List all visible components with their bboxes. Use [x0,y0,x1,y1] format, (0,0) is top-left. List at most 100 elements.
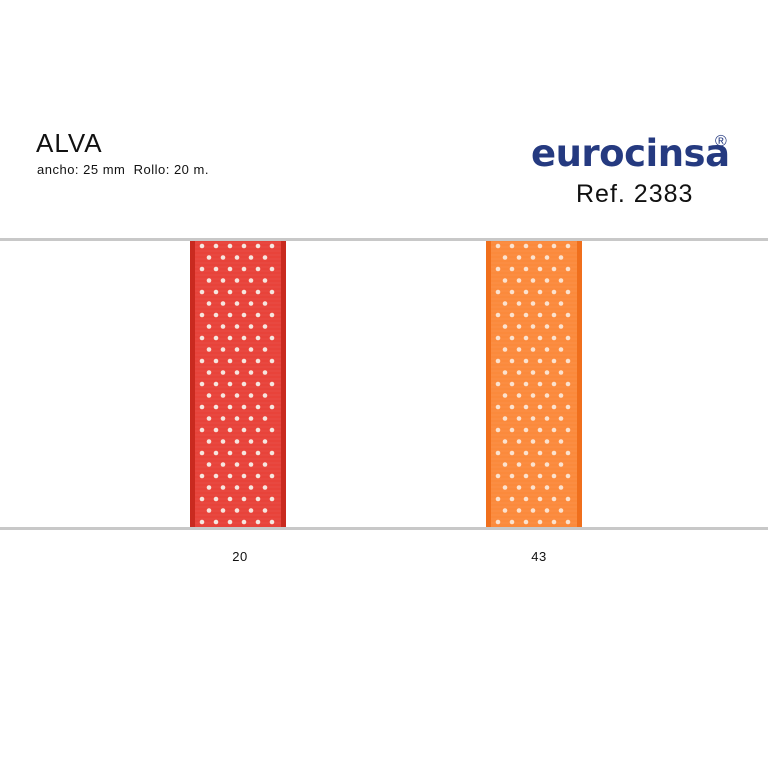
polka-dot [551,243,557,249]
polka-dot [227,404,233,410]
polka-dot [262,485,268,490]
polka-dot [213,358,219,364]
polka-dot [241,519,247,525]
polka-dot [523,519,529,525]
polka-dot [551,404,557,410]
polka-dot [502,301,508,306]
polka-dot [530,301,536,306]
polka-dot [558,508,564,513]
polka-dot [558,370,564,375]
brand-logo: eurocinsa [531,132,730,175]
polka-dot [206,278,212,283]
polka-dot [227,519,233,525]
polka-dot [537,450,543,456]
polka-dot [206,393,212,398]
polka-dot [509,496,515,502]
polka-dot [248,393,254,398]
polka-dot [516,324,522,329]
polka-dot [248,416,254,421]
polka-dot [544,462,550,467]
polka-dot [516,255,522,260]
polka-dot [199,266,205,272]
polka-dot [255,496,261,502]
polka-dot [516,278,522,283]
polka-dot [262,347,268,352]
polka-dot [551,381,557,387]
polka-dot [220,255,226,260]
polka-dot [241,427,247,433]
polka-dot [565,266,571,272]
polka-dot [523,358,529,364]
polka-dot [220,393,226,398]
polka-dot [537,335,543,341]
polka-dot [269,450,275,456]
polka-dot [234,462,240,467]
polka-dot [495,519,501,525]
polka-dot [241,289,247,295]
polka-dot [199,312,205,318]
polka-dot [206,255,212,260]
polka-dot [495,358,501,364]
polka-dot [558,439,564,444]
polka-dot [558,462,564,467]
polka-dot [544,370,550,375]
polka-dot [495,473,501,479]
polka-dot [269,358,275,364]
polka-dot [530,416,536,421]
polka-dot [544,324,550,329]
polka-dot [199,289,205,295]
polka-dot [537,473,543,479]
polka-dot [248,485,254,490]
polka-dot [255,289,261,295]
polka-dot [516,393,522,398]
polka-dot [565,427,571,433]
polka-dot [558,393,564,398]
swatch-code-label: 20 [232,549,248,564]
polka-dot [213,335,219,341]
polka-dot [199,358,205,364]
polka-dot [502,508,508,513]
polka-dot [220,462,226,467]
polka-dot [509,473,515,479]
polka-dot [537,427,543,433]
polka-dot [551,427,557,433]
polka-dot [241,243,247,249]
polka-dot [269,496,275,502]
polka-dot [241,404,247,410]
polka-dot [206,508,212,513]
polka-dot [234,416,240,421]
polka-dot [199,450,205,456]
polka-dot [220,301,226,306]
polka-dot [234,255,240,260]
polka-dot [509,266,515,272]
polka-dot [262,370,268,375]
polka-dot [558,347,564,352]
polka-dot [565,404,571,410]
polka-dot [502,278,508,283]
polka-dot [206,324,212,329]
polka-dot [558,324,564,329]
polka-dot [509,312,515,318]
polka-dot [530,255,536,260]
polka-dot [565,243,571,249]
polka-dot [199,335,205,341]
polka-dot [495,404,501,410]
polka-dot [262,393,268,398]
polka-dot [502,462,508,467]
polka-dot [565,473,571,479]
polka-dot [551,450,557,456]
polka-dot [551,266,557,272]
polka-dot [509,358,515,364]
polka-dot [227,335,233,341]
polka-dot [255,519,261,525]
polka-dot [516,301,522,306]
polka-dot [241,450,247,456]
polka-dot [262,462,268,467]
polka-dot [537,358,543,364]
polka-dot [234,485,240,490]
polka-dot [495,335,501,341]
polka-dot [248,462,254,467]
polka-dot [248,439,254,444]
polka-dot [516,416,522,421]
polka-dot [502,439,508,444]
